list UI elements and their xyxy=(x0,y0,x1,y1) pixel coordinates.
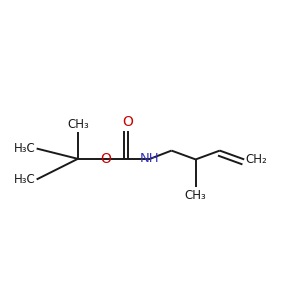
Text: CH₂: CH₂ xyxy=(246,153,267,166)
Text: O: O xyxy=(100,152,111,166)
Text: CH₃: CH₃ xyxy=(185,189,206,202)
Text: O: O xyxy=(122,116,134,129)
Text: H₃C: H₃C xyxy=(14,142,35,155)
Text: CH₃: CH₃ xyxy=(67,118,89,131)
Text: H₃C: H₃C xyxy=(14,173,35,186)
Text: NH: NH xyxy=(140,152,160,165)
